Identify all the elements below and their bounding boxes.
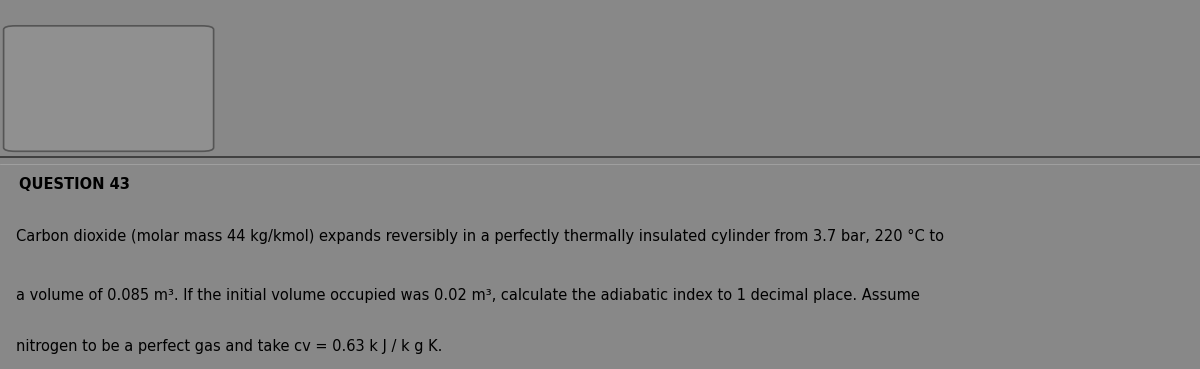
- FancyBboxPatch shape: [4, 26, 214, 151]
- Text: QUESTION 43: QUESTION 43: [19, 177, 130, 192]
- Text: a volume of 0.085 m³. If the initial volume occupied was 0.02 m³, calculate the : a volume of 0.085 m³. If the initial vol…: [16, 288, 919, 303]
- Text: Carbon dioxide (molar mass 44 kg/kmol) expands reversibly in a perfectly thermal: Carbon dioxide (molar mass 44 kg/kmol) e…: [16, 229, 943, 244]
- Text: nitrogen to be a perfect gas and take cv = 0.63 k J / k g K.: nitrogen to be a perfect gas and take cv…: [16, 339, 442, 355]
